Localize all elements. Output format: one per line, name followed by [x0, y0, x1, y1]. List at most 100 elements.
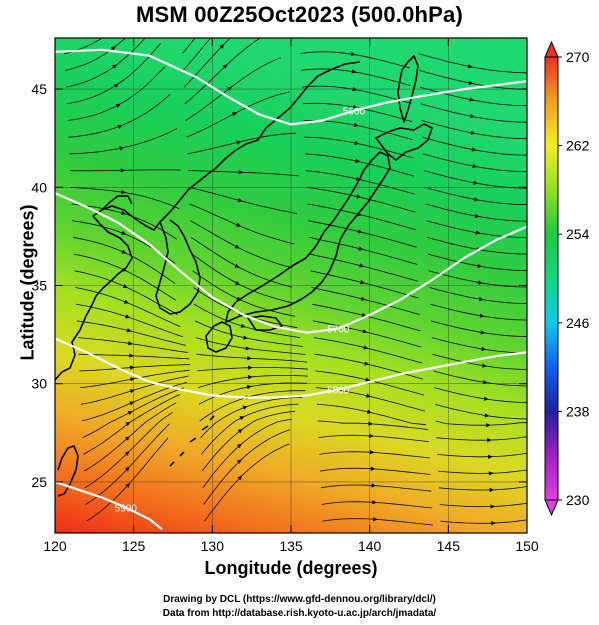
stream-arrow — [369, 450, 375, 455]
x-tick-label: 150 — [515, 538, 539, 554]
stream-arrow — [237, 475, 243, 481]
x-axis-label: Longitude (degrees) — [204, 558, 378, 578]
stream-arrow — [352, 87, 358, 92]
stream-arrow — [370, 466, 376, 471]
stream-arrow — [110, 46, 116, 51]
stream-arrow — [362, 329, 368, 334]
y-axis-label: Latitude (degrees) — [17, 204, 38, 361]
stream-arrow — [483, 380, 488, 385]
stream-arrow — [130, 377, 135, 382]
stream-arrow — [232, 112, 238, 117]
coastlines — [55, 55, 433, 497]
stream-arrow — [248, 365, 253, 370]
colorbar-min-arrow — [544, 499, 559, 517]
stream-arrow — [120, 168, 126, 173]
stream-arrow — [245, 346, 251, 351]
colorbar-max-arrow — [544, 40, 559, 58]
map-title: MSM 00Z25Oct2023 (500.0hPa) — [136, 2, 463, 27]
stream-arrow — [489, 487, 495, 493]
stream-arrow — [365, 377, 371, 382]
stream-arrow — [360, 296, 366, 301]
stream-arrow — [237, 198, 243, 203]
stream-arrow — [115, 103, 121, 108]
colorbar: 230 238 246 254 262 270 — [544, 40, 590, 517]
contour-label: 5600 — [343, 107, 366, 118]
colorbar-tick-label: 270 — [566, 49, 590, 65]
colorbar-tick-label: 254 — [566, 226, 590, 242]
contour-label: 5700 — [327, 325, 350, 336]
stream-arrow — [237, 429, 243, 434]
stream-arrow — [236, 459, 242, 464]
contour-label: 5800 — [327, 386, 350, 397]
stream-arrow — [351, 69, 357, 74]
stream-arrow — [355, 158, 360, 163]
stream-arrow — [473, 180, 479, 185]
stream-arrow — [363, 345, 369, 350]
stream-arrow — [247, 384, 252, 390]
stream-arrow — [112, 64, 118, 69]
stream-arrow — [475, 230, 481, 235]
x-tick-label: 125 — [122, 538, 146, 554]
stream-arrow — [484, 413, 490, 418]
stream-arrow — [234, 244, 240, 249]
y-tick-label: 25 — [31, 474, 47, 490]
y-tick-label: 40 — [31, 179, 47, 195]
stream-arrow — [125, 483, 130, 488]
stream-arrow — [478, 297, 484, 302]
stream-arrow — [242, 405, 248, 410]
stream-arrow — [236, 222, 242, 227]
stream-arrow — [121, 189, 126, 195]
stream-arrow — [123, 299, 129, 304]
stream-arrow — [472, 163, 478, 169]
stream-arrow — [125, 436, 130, 441]
stream-arrow — [468, 80, 474, 85]
y-tick-label: 45 — [31, 81, 47, 97]
stream-arrow — [236, 443, 242, 449]
stream-arrow — [369, 433, 374, 438]
contour-line — [55, 480, 163, 530]
stream-arrow — [488, 454, 493, 459]
stream-arrow — [240, 323, 246, 328]
colorbar-tick-label: 262 — [566, 138, 590, 154]
stream-arrow — [247, 375, 253, 380]
stream-arrow — [477, 263, 483, 268]
stream-arrow — [366, 393, 371, 398]
stream-arrow — [124, 466, 130, 472]
stream-arrow — [121, 210, 127, 215]
stream-arrow — [474, 213, 480, 219]
stream-arrow — [483, 396, 489, 401]
stream-arrow — [353, 122, 359, 128]
stream-arrow — [373, 517, 378, 522]
stream-arrow — [354, 140, 360, 146]
x-axis: 120 125 130 135 140 145 150 — [43, 38, 539, 554]
stream-arrow — [119, 146, 125, 151]
stream-arrow — [125, 421, 131, 427]
stream-arrow — [488, 471, 494, 476]
stream-arrow — [217, 26, 222, 31]
stream-arrow — [358, 246, 364, 251]
stream-arrow — [129, 353, 134, 358]
stream-arrow — [479, 313, 485, 318]
colorbar-tick-label: 238 — [566, 403, 590, 419]
stream-arrow — [235, 280, 240, 285]
stream-arrow — [364, 361, 370, 366]
stream-arrow — [356, 194, 362, 199]
credit-data-source: Data from http://database.rish.kyoto-u.a… — [162, 608, 437, 619]
stream-arrow — [125, 314, 131, 319]
contour-label: 5900 — [115, 504, 138, 515]
lat-lon-grid — [55, 38, 527, 533]
stream-arrow — [236, 140, 242, 145]
stream-arrow — [480, 330, 486, 335]
stream-arrow — [350, 51, 356, 57]
stream-arrow — [470, 130, 476, 135]
stream-arrow — [481, 346, 487, 352]
stream-arrow — [243, 335, 248, 340]
stream-arrow — [491, 521, 496, 526]
stream-arrow — [366, 409, 372, 414]
stream-arrow — [117, 124, 123, 129]
stream-arrow — [127, 411, 133, 416]
x-tick-label: 130 — [201, 538, 225, 554]
contour-line — [55, 48, 527, 126]
stream-arrow — [469, 97, 475, 102]
